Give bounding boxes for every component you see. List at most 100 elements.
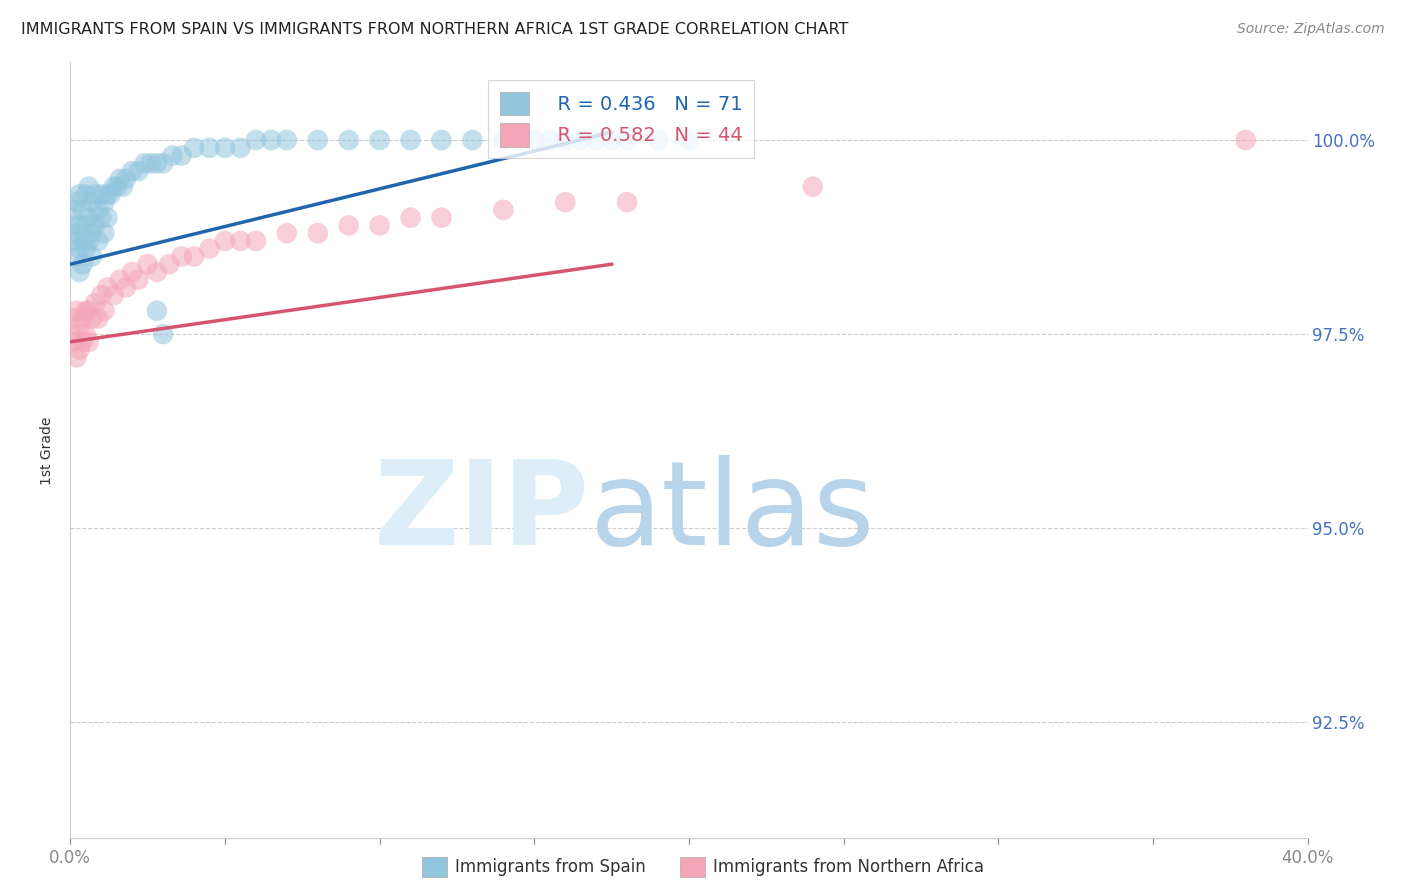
Point — [647, 133, 669, 147]
Point — [65, 226, 87, 240]
Point — [214, 141, 236, 155]
Point — [245, 133, 267, 147]
Point — [229, 234, 252, 248]
Point — [77, 211, 100, 225]
Point — [492, 202, 515, 217]
Point — [162, 148, 184, 162]
Point — [134, 156, 156, 170]
Point — [69, 242, 91, 256]
Point — [65, 351, 87, 365]
Point — [93, 303, 115, 318]
Point — [69, 187, 91, 202]
Point — [75, 219, 97, 233]
Point — [1234, 133, 1257, 147]
Point — [307, 226, 329, 240]
Point — [678, 133, 700, 147]
Point — [72, 257, 94, 271]
Point — [75, 187, 97, 202]
Point — [569, 133, 592, 147]
Text: atlas: atlas — [591, 455, 876, 570]
Point — [585, 133, 607, 147]
Point — [96, 280, 118, 294]
Y-axis label: 1st Grade: 1st Grade — [41, 417, 55, 484]
Legend: Immigrants from Spain, Immigrants from Northern Africa: Immigrants from Spain, Immigrants from N… — [415, 850, 991, 884]
Point — [523, 133, 546, 147]
Point — [146, 156, 169, 170]
Point — [100, 187, 122, 202]
Point — [368, 133, 391, 147]
Point — [84, 187, 107, 202]
Point — [84, 219, 107, 233]
Point — [276, 133, 298, 147]
Point — [80, 249, 103, 263]
Point — [108, 171, 131, 186]
Point — [93, 226, 115, 240]
Point — [69, 343, 91, 357]
Text: IMMIGRANTS FROM SPAIN VS IMMIGRANTS FROM NORTHERN AFRICA 1ST GRADE CORRELATION C: IMMIGRANTS FROM SPAIN VS IMMIGRANTS FROM… — [21, 22, 848, 37]
Point — [170, 249, 193, 263]
Point — [139, 156, 162, 170]
Point — [152, 156, 174, 170]
Point — [127, 164, 149, 178]
Point — [62, 311, 84, 326]
Point — [399, 211, 422, 225]
Point — [90, 288, 112, 302]
Point — [77, 334, 100, 349]
Point — [115, 171, 138, 186]
Point — [75, 303, 97, 318]
Point — [62, 202, 84, 217]
Point — [65, 303, 87, 318]
Point — [72, 234, 94, 248]
Point — [72, 334, 94, 349]
Point — [87, 202, 110, 217]
Point — [260, 133, 283, 147]
Point — [600, 133, 623, 147]
Point — [538, 133, 561, 147]
Point — [183, 249, 205, 263]
Point — [96, 187, 118, 202]
Point — [62, 334, 84, 349]
Point — [77, 303, 100, 318]
Point — [87, 311, 110, 326]
Point — [103, 288, 125, 302]
Point — [276, 226, 298, 240]
Text: ZIP: ZIP — [374, 455, 591, 570]
Point — [214, 234, 236, 248]
Point — [616, 195, 638, 210]
Point — [72, 202, 94, 217]
Point — [801, 179, 824, 194]
Point — [492, 133, 515, 147]
Point — [146, 303, 169, 318]
Point — [198, 242, 221, 256]
Point — [103, 179, 125, 194]
Point — [59, 219, 82, 233]
Point — [77, 234, 100, 248]
Point — [84, 296, 107, 310]
Point — [115, 280, 138, 294]
Point — [399, 133, 422, 147]
Point — [93, 195, 115, 210]
Point — [307, 133, 329, 147]
Point — [69, 319, 91, 334]
Point — [461, 133, 484, 147]
Point — [136, 257, 159, 271]
Point — [554, 195, 576, 210]
Point — [183, 141, 205, 155]
Point — [337, 133, 360, 147]
Point — [62, 234, 84, 248]
Point — [69, 265, 91, 279]
Point — [121, 164, 143, 178]
Point — [157, 257, 180, 271]
Point — [87, 234, 110, 248]
Point — [337, 219, 360, 233]
Point — [430, 211, 453, 225]
Point — [65, 249, 87, 263]
Point — [368, 219, 391, 233]
Point — [245, 234, 267, 248]
Point — [72, 311, 94, 326]
Point — [80, 195, 103, 210]
Point — [121, 265, 143, 279]
Point — [105, 179, 128, 194]
Point — [554, 133, 576, 147]
Point — [430, 133, 453, 147]
